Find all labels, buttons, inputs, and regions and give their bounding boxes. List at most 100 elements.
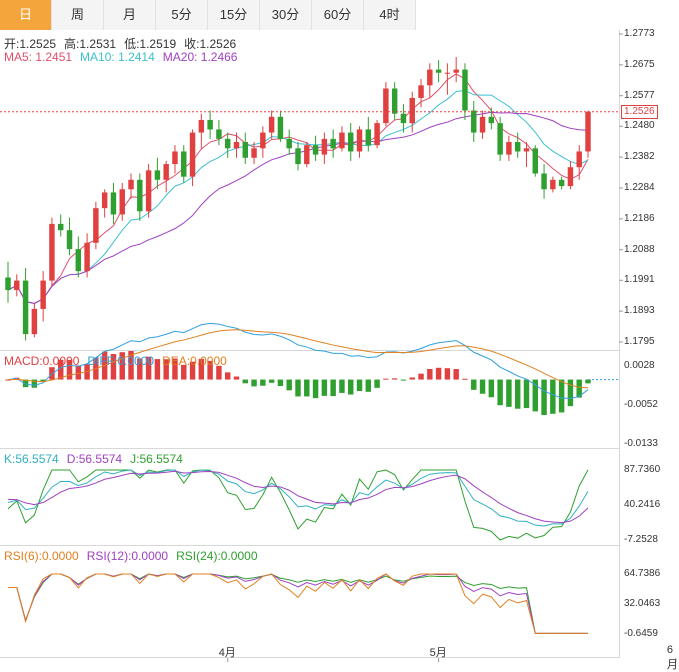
macd-legend: MACD:0.0000 DIFF:0.0000 DEA:0.0000 <box>4 354 235 368</box>
candle-body <box>585 111 591 152</box>
macd-bar <box>444 368 451 380</box>
macd-bar <box>348 379 354 395</box>
macd-bar <box>260 379 266 386</box>
candle-body <box>304 145 310 165</box>
kdj-tick-label: 40.2416 <box>624 499 661 510</box>
candle-body <box>40 280 46 309</box>
price-tick-label: 1.2480 <box>624 120 655 132</box>
macd-bar <box>453 369 459 380</box>
kdj-legend: K:56.5574 D:56.5574 J:56.5574 <box>4 452 191 466</box>
tab-0[interactable]: 日 <box>0 0 52 30</box>
macd-bar <box>321 379 328 396</box>
period-tabs: 日周月 5分 15分 30分 60分 4时 <box>0 0 420 30</box>
candle-body <box>84 242 90 272</box>
macd-tick-label: 0.0028 <box>624 360 655 371</box>
price-tick-label: 1.1795 <box>624 336 655 347</box>
ma20-value: MA20: 1.2466 <box>162 50 238 64</box>
candle-body <box>31 308 38 335</box>
candle-body <box>268 116 275 133</box>
candle-body <box>295 148 301 165</box>
macd-bar <box>488 379 495 398</box>
candle-body <box>374 123 380 146</box>
macd-bar <box>286 379 292 391</box>
macd-bar <box>409 377 415 380</box>
macd-bar <box>207 360 213 380</box>
d-line <box>7 470 589 524</box>
price-tick-label: 1.2186 <box>624 212 655 224</box>
rsi-legend: RSI(6):0.0000 RSI(12):0.0000 RSI(24):0.000… <box>4 549 266 563</box>
rsi12-line <box>8 573 588 634</box>
candle-body <box>137 179 143 212</box>
candle-body <box>471 110 477 133</box>
j-value: J:56.5574 <box>130 452 183 466</box>
candle-body <box>541 173 547 190</box>
candle-body <box>216 129 222 139</box>
k-line <box>7 469 589 527</box>
candle-body <box>506 142 512 155</box>
candle-body <box>514 142 521 152</box>
candle-body <box>312 145 319 155</box>
candle-body <box>128 179 134 190</box>
x-tick-label: 4月 <box>218 647 236 659</box>
tab-2[interactable]: 月 <box>104 0 156 30</box>
tab-5[interactable]: 30分 <box>260 0 312 30</box>
macd-bar <box>233 376 240 380</box>
macd-bar <box>567 379 574 407</box>
tab-4[interactable]: 15分 <box>208 0 260 30</box>
candle-body <box>321 138 328 155</box>
macd-bar <box>224 372 231 380</box>
rsi6-value: RSI(6):0.0000 <box>4 549 79 563</box>
macd-value: MACD:0.0000 <box>4 354 80 368</box>
rsi6-line <box>8 573 588 634</box>
macd-bar <box>514 379 521 409</box>
candle-body <box>365 129 372 146</box>
x-tick-label: 6月 <box>666 644 678 671</box>
macd-bar <box>154 359 161 380</box>
candle-body <box>462 69 468 111</box>
candle-body <box>383 88 389 124</box>
candle-body <box>418 85 424 98</box>
tab-1[interactable]: 周 <box>52 0 104 30</box>
rsi-panel <box>0 546 619 658</box>
diff-value: DIFF:0.0000 <box>87 354 155 368</box>
candle-body <box>172 151 178 165</box>
macd-bar <box>268 379 275 383</box>
macd-bar <box>119 352 125 380</box>
tab-3[interactable]: 5分 <box>156 0 208 30</box>
candle-body <box>163 164 169 180</box>
candle-body <box>49 223 55 281</box>
macd-bar <box>427 369 433 380</box>
candle-body <box>75 249 82 272</box>
candle-body <box>66 230 73 250</box>
price-panel <box>0 30 619 351</box>
tab-6[interactable]: 60分 <box>312 0 364 30</box>
macd-bar <box>5 379 11 381</box>
dea-value: DEA:0.0000 <box>162 354 227 368</box>
candle-body <box>497 123 503 155</box>
candle-body <box>260 132 266 149</box>
macd-bar <box>576 379 582 398</box>
close-value: 收:1.2526 <box>184 37 237 51</box>
low-value: 低:1.2519 <box>124 37 177 51</box>
rsi-tick-label: 64.7386 <box>624 568 661 579</box>
candle-body <box>558 179 565 187</box>
macd-bar <box>40 379 46 383</box>
tab-7[interactable]: 4时 <box>364 0 416 30</box>
macd-bar <box>558 379 565 413</box>
macd-bar <box>374 379 380 388</box>
macd-bar <box>541 379 547 416</box>
high-value: 高:1.2531 <box>64 37 117 51</box>
macd-tick-label: -0.0052 <box>624 398 658 410</box>
candle-body <box>5 277 11 291</box>
candle-body <box>479 116 486 133</box>
candle-body <box>58 223 64 231</box>
rsi24-line <box>8 573 588 634</box>
candle-body <box>242 142 248 158</box>
j-line <box>7 469 589 541</box>
macd-bar <box>277 379 284 386</box>
price-tick-label: 1.1893 <box>624 305 655 317</box>
price-tick-label: 1.1991 <box>624 274 655 286</box>
macd-bar <box>383 378 389 380</box>
price-tick-label: 1.2382 <box>624 151 655 163</box>
macd-bar <box>312 379 319 399</box>
